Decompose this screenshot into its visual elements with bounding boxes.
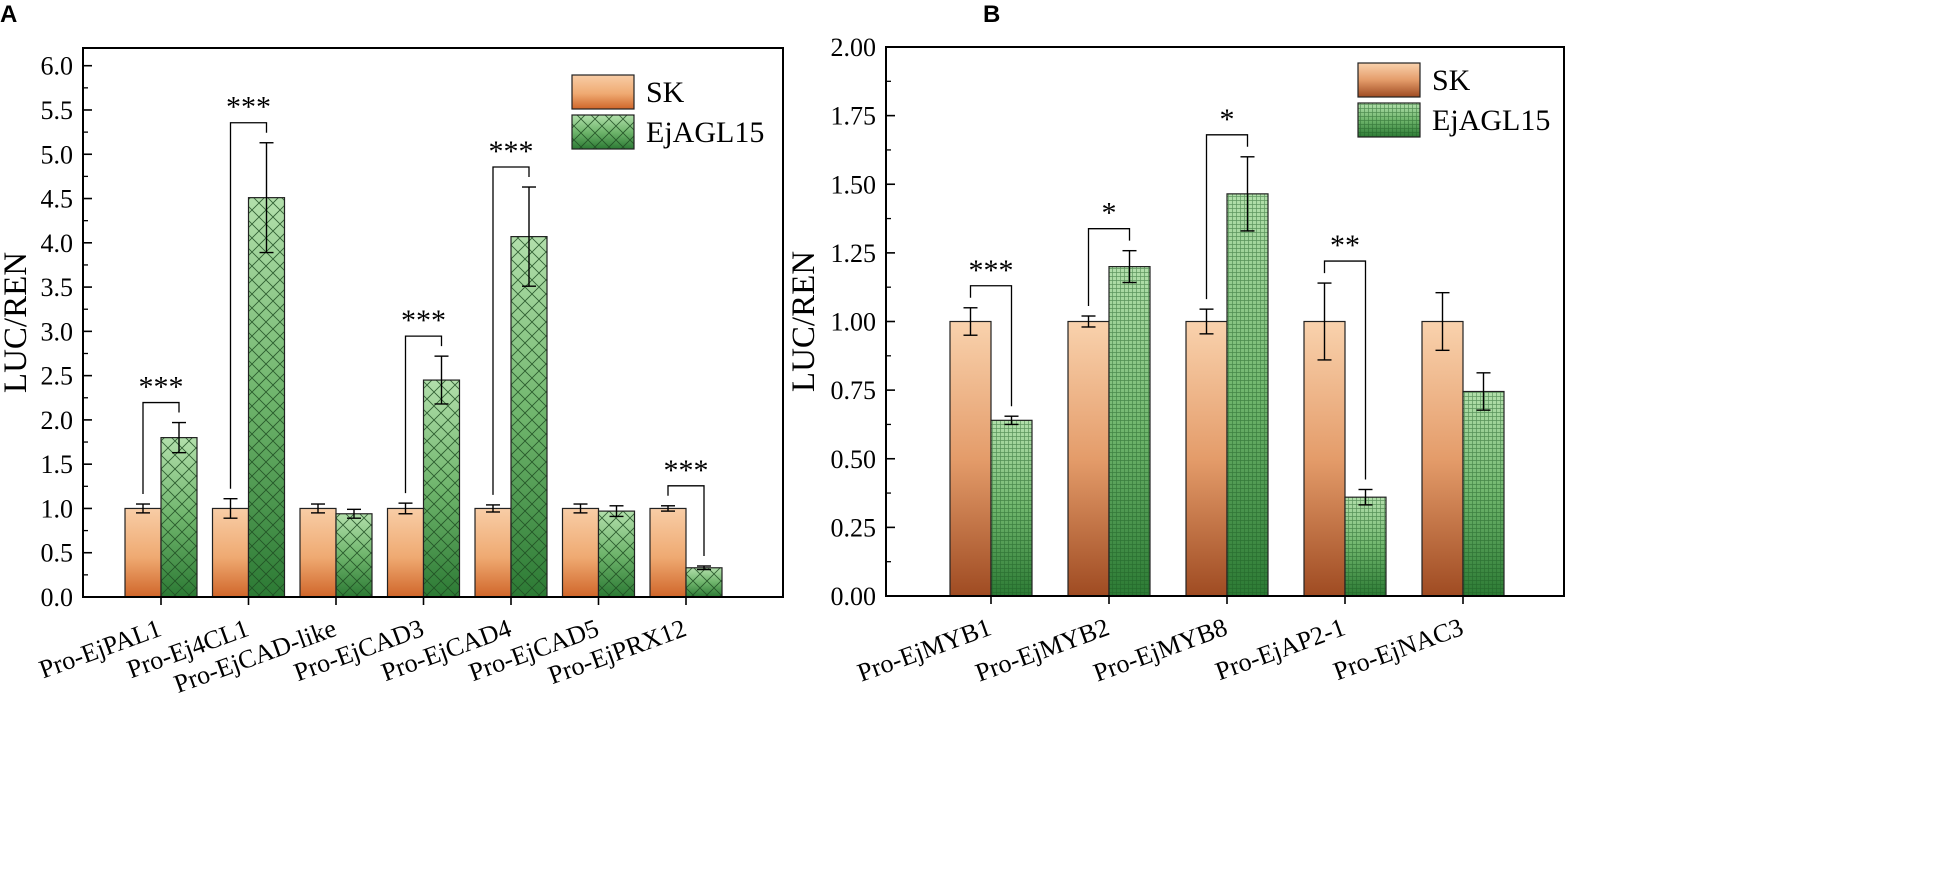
bar-sk [1303, 320, 1346, 597]
bar-ejagl15-pattern [1344, 496, 1387, 597]
bar-sk [649, 507, 687, 598]
panel-b-bars: ******* [949, 103, 1505, 597]
significance-bracket [492, 166, 530, 495]
y-tick-label: 0.00 [831, 582, 877, 611]
significance-label: *** [401, 304, 446, 337]
y-axis-label: LUC/REN [786, 251, 822, 392]
bar-sk [386, 507, 425, 598]
y-tick-label: 1.75 [831, 102, 877, 131]
y-tick-label: 0.75 [831, 376, 877, 405]
bar-ejagl15-pattern [685, 567, 723, 598]
significance-bracket [229, 122, 268, 489]
legend-swatch-ejagl15-pattern [571, 114, 635, 150]
y-tick-label: 1.50 [831, 170, 877, 199]
significance-bracket [142, 401, 180, 495]
y-tick-label: 0.0 [41, 583, 74, 612]
y-tick-label: 4.0 [41, 229, 74, 258]
y-tick-label: 2.0 [41, 406, 74, 435]
y-tick-label: 5.5 [41, 96, 74, 125]
legend-swatch-sk [1357, 62, 1421, 98]
panel-a-bars: *** *** *** *** *** [124, 91, 723, 598]
legend-label-ejagl15: EjAGL15 [646, 116, 764, 149]
panel-label-b: B [983, 1, 1000, 28]
y-tick-label: 2.5 [41, 362, 74, 391]
y-tick-label: 6.0 [41, 52, 74, 81]
significance-bracket [1087, 228, 1131, 307]
legend-swatch-ejagl15-pattern [1357, 102, 1421, 138]
bar-ejagl15-pattern [422, 379, 461, 598]
y-tick-label: 1.0 [41, 494, 74, 523]
x-tick-label: Pro-EjAP2-1 [1212, 612, 1350, 686]
significance-bracket [1205, 134, 1249, 300]
significance-label: * [1102, 197, 1117, 230]
x-tick-label: Pro-EjMYB1 [853, 612, 995, 687]
bar-ejagl15-pattern [1108, 266, 1151, 597]
bar-ejagl15-pattern [247, 197, 286, 598]
significance-label: *** [226, 91, 271, 124]
bar-sk [1421, 320, 1464, 597]
panel-a-legend: SK EjAGL15 [571, 74, 764, 150]
y-tick-label: 1.00 [831, 308, 877, 337]
x-tick-label: Pro-EjMYB8 [1089, 612, 1231, 687]
legend-swatch-sk [571, 74, 635, 110]
bar-ejagl15-pattern [597, 510, 636, 598]
y-tick-label: 3.5 [41, 273, 74, 302]
plot-frame [82, 47, 784, 598]
significance-label: *** [139, 371, 184, 404]
panel-a: A *** *** *** *** *** 0.0 0.5 1.0 1.5 2.0 2.5 3.0 3… [0, 1, 784, 699]
significance-label: *** [489, 135, 534, 168]
significance-bracket [1323, 260, 1367, 480]
bar-sk [299, 507, 337, 598]
significance-label: *** [969, 254, 1014, 287]
y-tick-label: 0.25 [831, 513, 877, 542]
significance-bracket [667, 485, 705, 557]
y-tick-label: 3.0 [41, 317, 74, 346]
bar-sk [1067, 320, 1110, 597]
significance-label: *** [664, 454, 709, 487]
legend-label-sk: SK [646, 76, 685, 109]
bar-ejagl15-pattern [335, 513, 373, 598]
panel-b-legend: SK EjAGL15 [1357, 62, 1550, 138]
y-tick-label: 2.00 [831, 33, 877, 62]
x-tick-label: Pro-EjMYB2 [971, 612, 1113, 687]
significance-bracket [969, 285, 1013, 407]
significance-bracket [404, 335, 443, 494]
bar-sk [211, 507, 250, 598]
bar-ejagl15-pattern [510, 236, 548, 598]
bar-sk [1185, 320, 1228, 597]
y-axis-label: LUC/REN [0, 252, 34, 393]
y-tick-label: 4.5 [41, 185, 74, 214]
panel-b: B ******* 0.000.250.500.751.001.251.501.… [786, 1, 1565, 688]
significance-label: * [1220, 103, 1235, 136]
x-tick-label: Pro-EjNAC3 [1330, 612, 1468, 686]
bar-sk [124, 507, 162, 598]
y-tick-label: 0.5 [41, 539, 74, 568]
bar-sk [561, 507, 600, 598]
legend-label-ejagl15: EjAGL15 [1432, 104, 1550, 137]
bar-ejagl15-pattern [1462, 390, 1505, 597]
legend-label-sk: SK [1432, 64, 1471, 97]
bar-sk [949, 320, 992, 597]
bar-ejagl15-pattern [990, 419, 1033, 597]
bar-ejagl15-pattern [160, 437, 198, 598]
y-tick-label: 5.0 [41, 140, 74, 169]
bar-sk [474, 507, 512, 598]
bar-ejagl15-pattern [1226, 193, 1269, 597]
y-tick-label: 1.5 [41, 450, 74, 479]
y-tick-label: 0.50 [831, 445, 877, 474]
y-tick-label: 1.25 [831, 239, 877, 268]
significance-label: ** [1330, 229, 1360, 262]
panel-label-a: A [0, 1, 17, 28]
